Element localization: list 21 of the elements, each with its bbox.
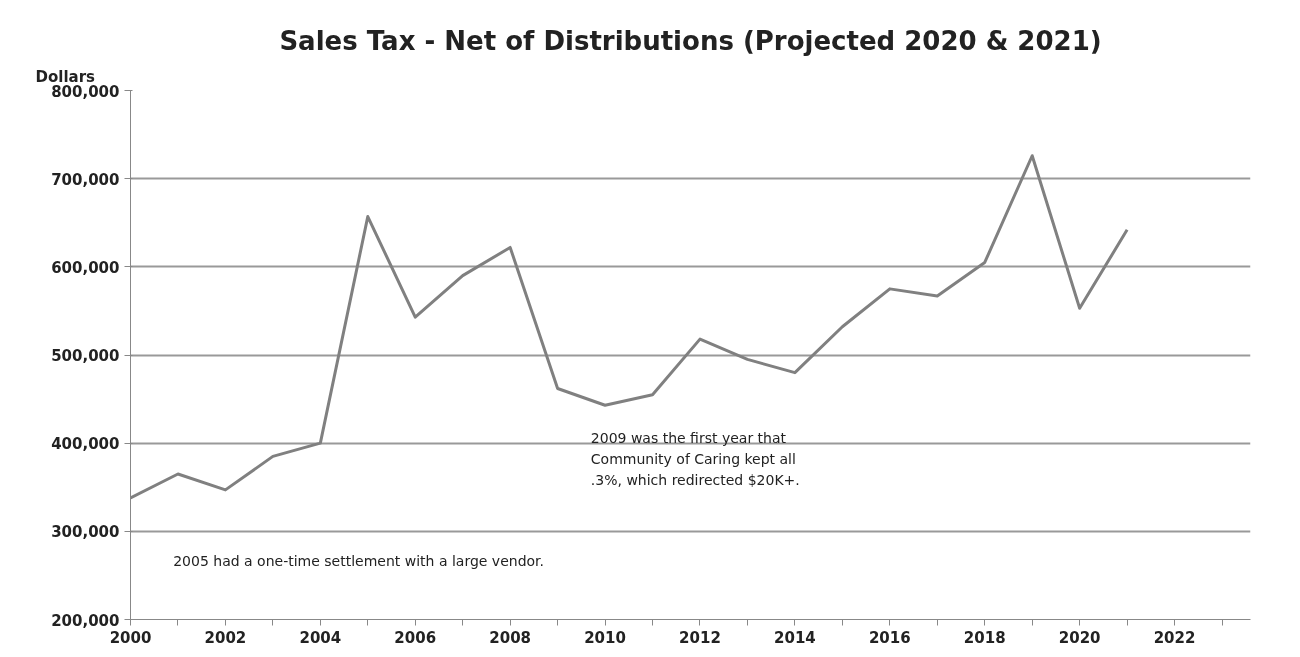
annotation: 2009 was the first year that Community of Caring kept all .3%, which redirected $20K+.	[590, 429, 800, 488]
x-tick-label: 2012	[679, 628, 721, 647]
x-tick-label: 2010	[584, 628, 626, 647]
x-tick-label: 2014	[774, 628, 816, 647]
y-tick-label: 500,000	[51, 347, 120, 365]
x-tick-label: 2020	[1058, 628, 1101, 647]
annotation: 2005 had a one-time settlement with a large vendor.	[173, 553, 545, 570]
x-tick-label: 2006	[394, 628, 437, 647]
y-tick-label: 300,000	[51, 523, 120, 542]
x-tick-label: 2016	[868, 628, 911, 647]
y-tick-label: 400,000	[51, 435, 120, 454]
x-tick-label: 2004	[299, 628, 342, 647]
x-tick-label: 2000	[109, 628, 152, 647]
x-tick-label: 2002	[204, 628, 247, 647]
x-tick-label: 2008	[489, 628, 532, 647]
y-tick-label: 200,000	[51, 611, 120, 630]
y-tick-label: 600,000	[51, 258, 120, 277]
x-tick-label: 2022	[1153, 628, 1196, 647]
x-tick-label: 2018	[963, 628, 1006, 647]
chart-title: Sales Tax - Net of Distributions (Projected 2020 & 2021)	[279, 25, 1102, 56]
y-tick-label: 700,000	[51, 170, 120, 189]
